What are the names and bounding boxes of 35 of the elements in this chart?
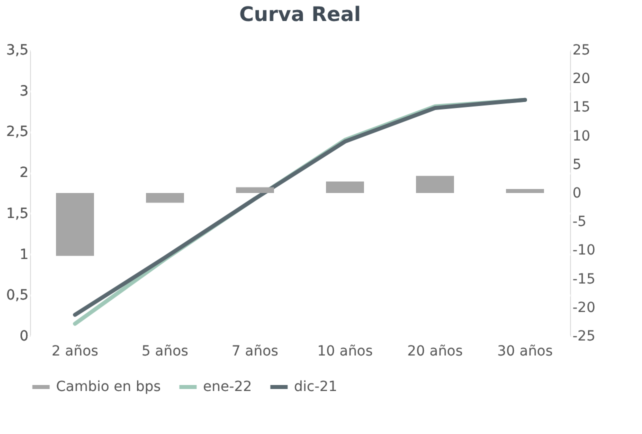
y-tick-label: 0 <box>20 328 28 344</box>
y-tick-label: 0,5 <box>6 288 28 304</box>
y2-tick-label: 0 <box>572 186 582 202</box>
bar <box>326 182 364 193</box>
y2-tick-label: 10 <box>572 128 590 144</box>
chart-title: Curva Real <box>239 2 361 26</box>
bar <box>56 193 94 256</box>
y-tick-label: 1,5 <box>6 206 28 222</box>
x-tick-label: 10 años <box>317 344 373 360</box>
y-tick-label: 2,5 <box>6 124 28 140</box>
y2-tick-label: -25 <box>572 328 596 344</box>
bar <box>416 176 454 193</box>
y-tick-label: 3 <box>20 83 28 100</box>
x-tick-label: 2 años <box>52 344 98 360</box>
y2-tick-label: -10 <box>572 242 596 259</box>
bar <box>146 193 184 203</box>
y-tick-label: 3,5 <box>6 42 28 58</box>
legend-label: dic-21 <box>294 379 338 395</box>
legend-label: ene-22 <box>203 379 252 395</box>
x-tick-label: 30 años <box>497 344 553 360</box>
x-tick-label: 7 años <box>232 344 278 360</box>
y2-tick-label: 25 <box>572 42 590 58</box>
y2-tick-label: -15 <box>572 271 596 288</box>
y-tick-label: 1 <box>20 246 28 263</box>
bar <box>236 187 274 193</box>
bar <box>506 188 544 193</box>
legend-label: Cambio en bps <box>56 379 161 395</box>
y-tick-label: 2 <box>20 165 28 182</box>
y2-tick-label: 5 <box>572 156 582 173</box>
x-tick-label: 20 años <box>407 344 463 360</box>
y2-tick-label: 15 <box>572 100 590 116</box>
y2-tick-label: 20 <box>572 71 590 88</box>
x-tick-label: 5 años <box>142 344 188 360</box>
y2-tick-label: -5 <box>572 214 586 230</box>
y2-tick-label: -20 <box>572 300 596 316</box>
